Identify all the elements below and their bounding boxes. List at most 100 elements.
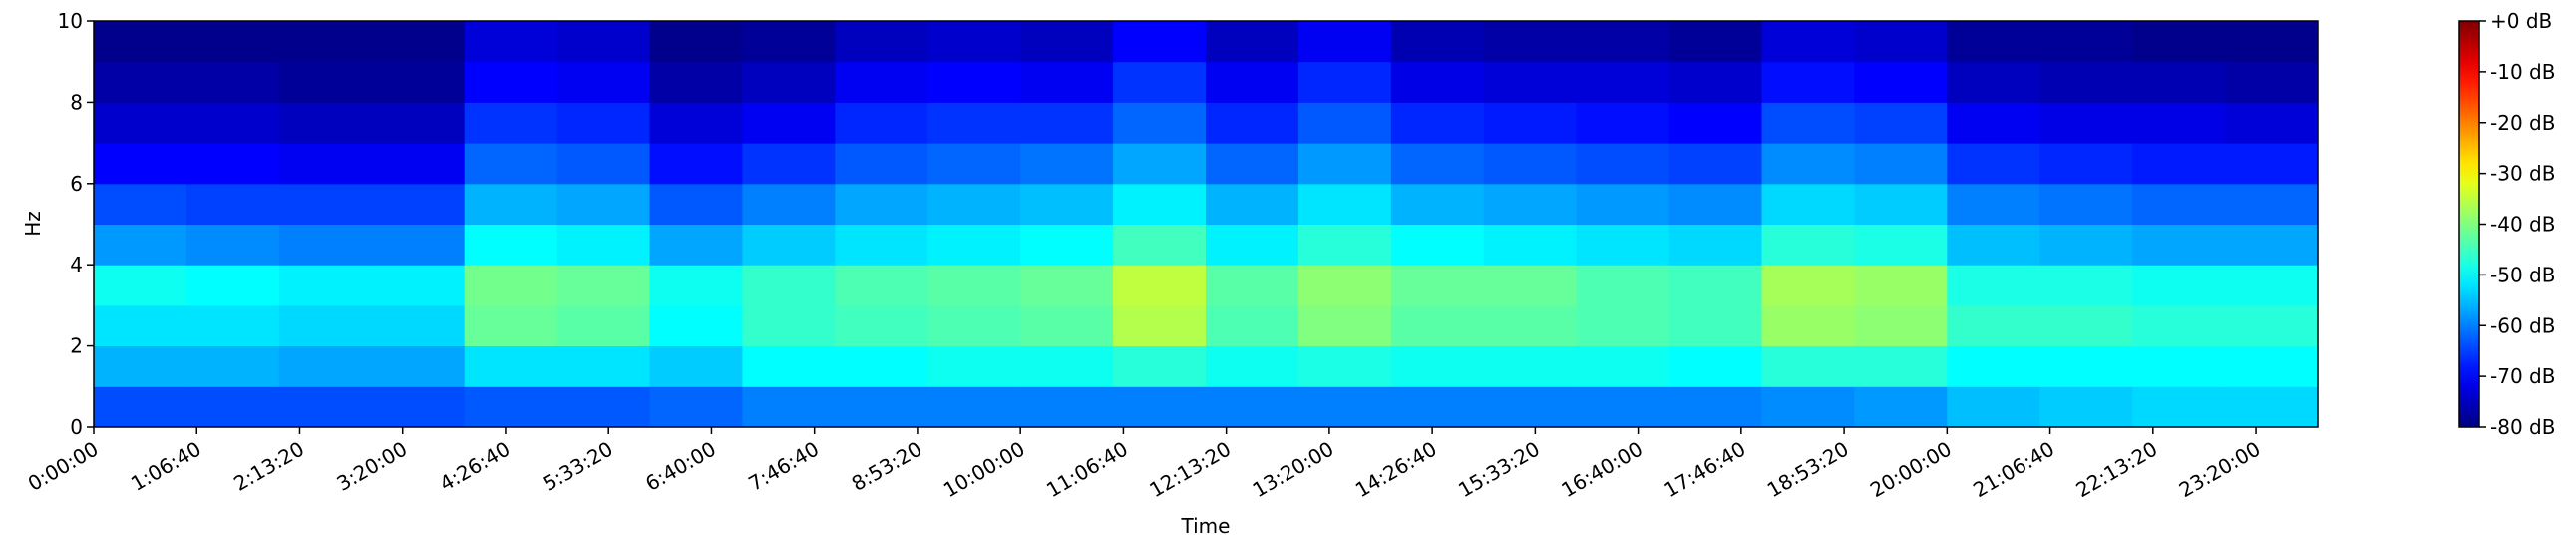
y-tick-label: 6 bbox=[70, 172, 83, 196]
cell bbox=[1390, 143, 1485, 185]
cell bbox=[1113, 61, 1207, 103]
cell bbox=[94, 61, 187, 103]
x-tick-label: 0:00:00 bbox=[24, 437, 103, 496]
cell bbox=[464, 143, 558, 185]
cell bbox=[1668, 183, 1762, 225]
cell bbox=[185, 386, 280, 428]
colorbar-tick-label: -40 dB bbox=[2490, 213, 2555, 237]
cell bbox=[1483, 183, 1578, 225]
cell bbox=[1206, 304, 1299, 347]
cell bbox=[927, 345, 1021, 387]
colorbar-tick-label: -70 dB bbox=[2490, 364, 2555, 388]
cell bbox=[1297, 386, 1392, 428]
cell bbox=[1113, 345, 1207, 387]
cell bbox=[2132, 265, 2226, 306]
cell bbox=[1206, 102, 1299, 144]
cell bbox=[556, 386, 650, 428]
cell bbox=[2039, 21, 2133, 63]
cell bbox=[1020, 304, 1114, 347]
cell bbox=[2225, 304, 2319, 347]
cell bbox=[185, 224, 280, 266]
cell bbox=[1483, 224, 1578, 266]
cell bbox=[1947, 345, 2040, 387]
x-tick-label: 17:46:40 bbox=[1660, 437, 1750, 503]
cell bbox=[1483, 61, 1578, 103]
cell bbox=[94, 265, 187, 306]
cell bbox=[1206, 224, 1299, 266]
cell bbox=[649, 265, 743, 306]
cell bbox=[742, 21, 836, 63]
cell bbox=[94, 345, 187, 387]
cell bbox=[649, 21, 743, 63]
cell bbox=[1576, 61, 1670, 103]
cell bbox=[1297, 265, 1392, 306]
cell bbox=[2132, 345, 2226, 387]
cell bbox=[1020, 265, 1114, 306]
cell bbox=[835, 386, 928, 428]
cell bbox=[556, 102, 650, 144]
x-tick-label: 7:46:40 bbox=[744, 437, 823, 496]
cell bbox=[927, 224, 1021, 266]
cell bbox=[1947, 265, 2040, 306]
cell bbox=[927, 102, 1021, 144]
x-tick-label: 10:00:00 bbox=[939, 437, 1029, 503]
cell bbox=[1947, 143, 2040, 185]
cell bbox=[2039, 345, 2133, 387]
cell bbox=[2225, 224, 2319, 266]
cell bbox=[649, 304, 743, 347]
cell bbox=[94, 102, 187, 144]
x-axis-label: Time bbox=[1181, 514, 1231, 538]
cell bbox=[278, 143, 373, 185]
cell bbox=[1668, 265, 1762, 306]
cell bbox=[1297, 21, 1392, 63]
cell bbox=[2132, 143, 2226, 185]
cell bbox=[556, 304, 650, 347]
plot-frame bbox=[93, 20, 2319, 428]
cell bbox=[94, 143, 187, 185]
cell bbox=[742, 183, 836, 225]
cell bbox=[2039, 304, 2133, 347]
x-tick-label: 2:13:20 bbox=[229, 437, 308, 496]
cell bbox=[2225, 386, 2319, 428]
x-tick-label: 1:06:40 bbox=[127, 437, 205, 496]
cell bbox=[1854, 183, 1948, 225]
cell bbox=[1668, 304, 1762, 347]
cell bbox=[1668, 345, 1762, 387]
cell bbox=[1390, 21, 1485, 63]
cell bbox=[1854, 265, 1948, 306]
y-tick-label: 2 bbox=[70, 334, 83, 358]
cell bbox=[371, 265, 466, 306]
cell bbox=[1854, 21, 1948, 63]
cell bbox=[556, 345, 650, 387]
cell bbox=[1947, 21, 2040, 63]
cell bbox=[1113, 183, 1207, 225]
cell bbox=[1761, 21, 1855, 63]
cell bbox=[1113, 265, 1207, 306]
y-tick-label: 8 bbox=[70, 90, 83, 114]
cell bbox=[1483, 143, 1578, 185]
cell bbox=[2039, 61, 2133, 103]
cell bbox=[278, 21, 373, 63]
cell bbox=[927, 386, 1021, 428]
cell bbox=[649, 183, 743, 225]
cell bbox=[742, 224, 836, 266]
cell bbox=[2225, 143, 2319, 185]
cell bbox=[1483, 345, 1578, 387]
colorbar-tick-label: -80 dB bbox=[2490, 415, 2555, 439]
cell bbox=[742, 386, 836, 428]
cell bbox=[1854, 143, 1948, 185]
cell bbox=[1390, 265, 1485, 306]
cell bbox=[1206, 265, 1299, 306]
cell bbox=[1390, 61, 1485, 103]
cell bbox=[1206, 345, 1299, 387]
cell bbox=[556, 21, 650, 63]
cell bbox=[556, 143, 650, 185]
cell bbox=[1297, 345, 1392, 387]
cell bbox=[278, 183, 373, 225]
x-tick-label: 22:13:20 bbox=[2072, 437, 2162, 503]
cell bbox=[371, 224, 466, 266]
cell bbox=[464, 304, 558, 347]
cell bbox=[742, 345, 836, 387]
cell bbox=[464, 61, 558, 103]
cell bbox=[1761, 265, 1855, 306]
